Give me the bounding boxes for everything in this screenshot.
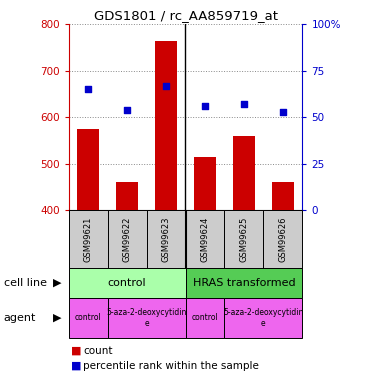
- Bar: [116, 182, 138, 210]
- Text: ▶: ▶: [53, 313, 62, 323]
- Text: HRAS transformed: HRAS transformed: [193, 278, 295, 288]
- Bar: [69, 268, 186, 298]
- Bar: [69, 298, 108, 338]
- Text: GSM99622: GSM99622: [122, 216, 132, 262]
- Bar: [108, 210, 147, 268]
- Bar: [224, 210, 263, 268]
- Text: ▶: ▶: [53, 278, 62, 288]
- Bar: [186, 268, 302, 298]
- Point: [85, 86, 91, 92]
- Point: [202, 103, 208, 109]
- Text: agent: agent: [4, 313, 36, 323]
- Bar: [78, 129, 99, 210]
- Point: [124, 107, 130, 113]
- Text: ■: ■: [70, 346, 81, 355]
- Bar: [263, 210, 302, 268]
- Bar: [147, 210, 186, 268]
- Bar: [186, 210, 224, 268]
- Bar: [233, 136, 255, 210]
- Text: control: control: [75, 314, 102, 322]
- Text: cell line: cell line: [4, 278, 47, 288]
- Text: 5-aza-2-deoxycytidin
e: 5-aza-2-deoxycytidin e: [106, 308, 187, 327]
- Text: GSM99626: GSM99626: [278, 216, 288, 262]
- Bar: [224, 298, 302, 338]
- Text: ■: ■: [70, 361, 81, 370]
- Text: GSM99623: GSM99623: [161, 216, 171, 262]
- Text: control: control: [191, 314, 219, 322]
- Bar: [272, 182, 293, 210]
- Point: [241, 101, 247, 107]
- Point: [163, 82, 169, 88]
- Point: [280, 109, 286, 115]
- Text: GDS1801 / rc_AA859719_at: GDS1801 / rc_AA859719_at: [93, 9, 278, 22]
- Bar: [155, 40, 177, 210]
- Text: GSM99625: GSM99625: [239, 216, 249, 262]
- Text: percentile rank within the sample: percentile rank within the sample: [83, 361, 259, 370]
- Bar: [186, 298, 224, 338]
- Bar: [69, 210, 108, 268]
- Text: GSM99621: GSM99621: [83, 216, 93, 262]
- Text: GSM99624: GSM99624: [200, 216, 210, 262]
- Bar: [194, 157, 216, 210]
- Bar: [108, 298, 186, 338]
- Text: count: count: [83, 346, 113, 355]
- Text: 5-aza-2-deoxycytidin
e: 5-aza-2-deoxycytidin e: [223, 308, 303, 327]
- Text: control: control: [108, 278, 147, 288]
